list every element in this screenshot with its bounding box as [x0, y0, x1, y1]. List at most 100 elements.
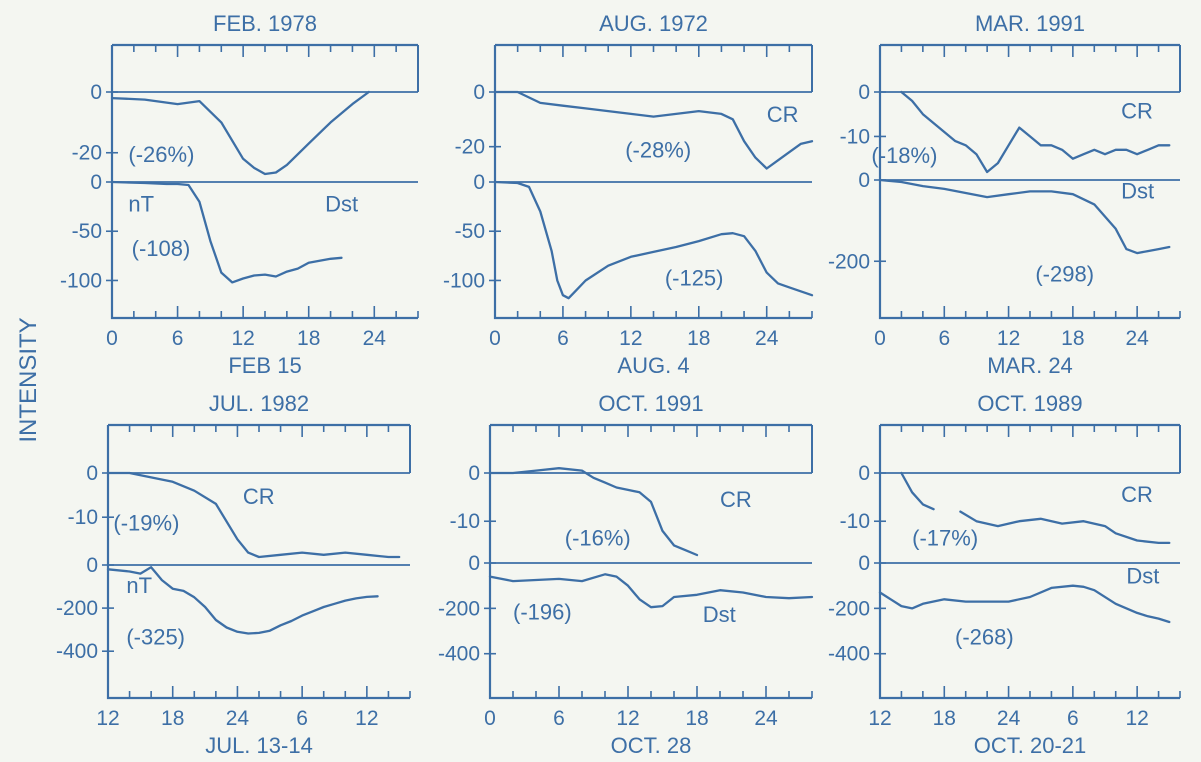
dst-series-line: [106, 566, 379, 635]
x-tick-label: 12: [619, 327, 642, 350]
x-tick-label: 12: [997, 327, 1020, 350]
cr-y-tick-label: -10: [68, 506, 98, 529]
dst-series-line: [878, 178, 1171, 255]
x-tick-label: 0: [874, 327, 886, 350]
panel-xlabel: AUG. 4: [617, 353, 689, 378]
dst-y-tick-label: 0: [473, 171, 485, 194]
x-tick-label: 24: [997, 707, 1021, 730]
x-tick-label: 12: [1125, 707, 1148, 730]
annotation: CR: [243, 484, 275, 509]
dst-y-tick-label: -200: [56, 597, 98, 620]
x-tick-label: 24: [226, 707, 250, 730]
x-tick-label: 6: [557, 327, 569, 350]
x-tick-label: 12: [868, 707, 891, 730]
dst-y-tick-label: 0: [858, 169, 870, 192]
y-axis-label: INTENSITY: [15, 317, 42, 442]
panel-title: OCT. 1989: [977, 391, 1082, 416]
dst-y-tick-label: -400: [56, 640, 98, 663]
x-tick-label: 18: [687, 327, 710, 350]
panel-xlabel: FEB 15: [228, 353, 301, 378]
cr-y-tick-label: 0: [90, 81, 102, 104]
x-tick-label: 12: [616, 707, 639, 730]
panel-1: 0 6 12 18 24 0 -20 0 -50 -100 (-26%) nT Dst (-108) FEB…: [60, 11, 419, 378]
panel-4: 12 18 24 6 12 0 -10 0 -200 -400 CR (-19%) nT (-325) JU…: [56, 391, 411, 758]
annotation: Dst: [325, 192, 358, 217]
dst-series-line: [110, 180, 343, 284]
x-tick-label: 18: [161, 707, 184, 730]
x-tick-label: 6: [296, 707, 308, 730]
dst-y-tick-label: 0: [468, 552, 480, 575]
panel-title: MAR. 1991: [975, 11, 1085, 36]
dst-y-tick-label: -50: [72, 220, 102, 243]
annotation: Dst: [1121, 178, 1154, 203]
dst-series-line: [878, 584, 1171, 624]
x-tick-label: 24: [755, 327, 779, 350]
cr-series-line: [488, 467, 699, 557]
dst-y-tick-label: -200: [438, 597, 480, 620]
dst-y-tick-label: 0: [90, 171, 102, 194]
x-tick-label: 0: [484, 707, 496, 730]
x-tick-label: 18: [933, 707, 956, 730]
cr-y-tick-label: 0: [468, 462, 480, 485]
cr-y-tick-label: -10: [840, 125, 870, 148]
panel-xlabel: OCT. 28: [611, 733, 692, 758]
x-tick-label: 6: [938, 327, 950, 350]
x-tick-label: 0: [106, 327, 118, 350]
x-tick-label: 18: [1061, 327, 1084, 350]
panel-title: FEB. 1978: [213, 11, 317, 36]
annotation: (-196): [513, 600, 572, 625]
cr-y-tick-label: 0: [473, 81, 485, 104]
x-tick-label: 12: [96, 707, 119, 730]
annotation: (-19%): [113, 510, 179, 535]
annotation: CR: [1121, 482, 1153, 507]
dst-y-tick-label: -400: [438, 643, 480, 666]
cr-series-line: [106, 471, 401, 559]
dst-series-line: [488, 573, 814, 609]
panel-xlabel: MAR. 24: [987, 353, 1073, 378]
annotation: (-298): [1035, 262, 1094, 287]
panel-frame: [106, 423, 410, 700]
dst-y-tick-label: 0: [858, 552, 870, 575]
cr-y-tick-label: 0: [858, 462, 870, 485]
cr-y-tick-label: 0: [86, 462, 98, 485]
x-tick-label: 6: [553, 707, 565, 730]
annotation: Dst: [703, 602, 736, 627]
cr-y-tick-label: 0: [858, 81, 870, 104]
dst-y-tick-label: -400: [828, 643, 870, 666]
annotation: (-28%): [625, 138, 691, 163]
annotation: (-18%): [871, 143, 937, 168]
annotation: nT: [126, 573, 152, 598]
panel-title: JUL. 1982: [209, 391, 309, 416]
cr-series-line: [493, 90, 814, 170]
dst-y-tick-label: 0: [86, 554, 98, 577]
panel-3: 0 6 12 18 24 0 -10 0 -200 CR (-18%) Dst (-298) MAR. 1…: [828, 11, 1181, 378]
cr-series-line: [110, 90, 370, 176]
panel-frame: [488, 423, 812, 700]
annotation: (-26%): [128, 142, 194, 167]
x-tick-label: 6: [172, 327, 184, 350]
annotation: (-108): [132, 236, 191, 261]
x-tick-label: 12: [355, 707, 378, 730]
x-tick-label: 12: [231, 327, 254, 350]
panel-5: 0 6 12 18 24 0 -10 0 -200 -400 CR (-16%) (-196) Dst OC…: [438, 391, 814, 758]
x-tick-label: 18: [297, 327, 320, 350]
annotation: nT: [128, 192, 154, 217]
annotation: CR: [1121, 99, 1153, 124]
annotation: (-17%): [912, 525, 978, 550]
panel-title: AUG. 1972: [599, 11, 708, 36]
cr-series-line: [900, 90, 1171, 174]
panel-2: 0 6 12 18 24 0 -20 0 -50 -100 CR (-28%) (-125) AUG. 1…: [443, 11, 814, 378]
panel-xlabel: JUL. 13-14: [205, 733, 313, 758]
annotation: (-125): [665, 265, 724, 290]
dst-y-tick-label: -100: [60, 269, 102, 292]
cr-y-tick-label: -20: [72, 142, 102, 165]
cr-series-line: [900, 471, 935, 511]
cr-y-tick-label: -10: [450, 510, 480, 533]
x-tick-label: 0: [489, 327, 501, 350]
x-tick-label: 24: [1125, 327, 1149, 350]
annotation: Dst: [1126, 563, 1159, 588]
x-tick-label: 24: [754, 707, 778, 730]
cr-y-tick-label: -20: [455, 136, 485, 159]
panel-6: 12 18 24 6 12 0 -10 0 -200 -400 CR (-17%) Dst (-268) O…: [828, 391, 1181, 758]
